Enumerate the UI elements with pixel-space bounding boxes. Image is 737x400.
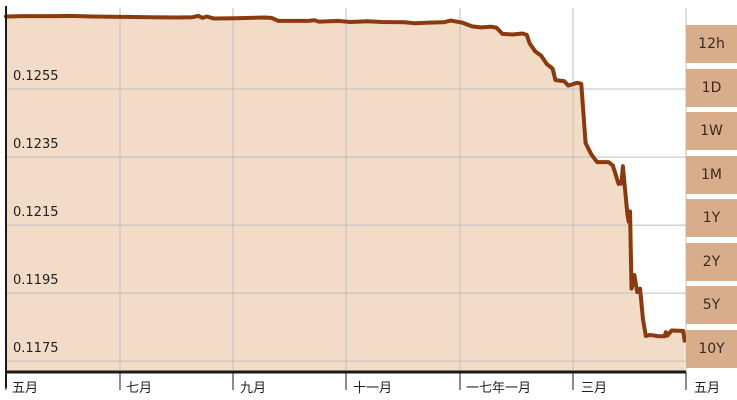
range-button-1y[interactable]: 1Y — [686, 199, 737, 237]
area-fill-layer — [6, 15, 685, 372]
series-line-layer — [4, 13, 687, 343]
range-button-1m[interactable]: 1M — [686, 155, 737, 194]
x-tick-label: 三月 — [581, 381, 607, 396]
range-button-1w[interactable]: 1W — [686, 112, 737, 150]
range-button-5y[interactable]: 5Y — [686, 286, 737, 324]
y-tick-label: 0.1215 — [13, 205, 59, 220]
range-button-2y[interactable]: 2Y — [686, 242, 737, 281]
range-button-1d[interactable]: 1D — [686, 68, 737, 107]
y-tick-label: 0.1255 — [13, 69, 59, 84]
range-button-12h[interactable]: 12h — [686, 25, 737, 63]
series-line — [4, 13, 687, 343]
y-tick-label: 0.1235 — [13, 137, 59, 152]
x-tick-label: 九月 — [240, 381, 266, 396]
y-tick-label: 0.1175 — [13, 341, 59, 356]
x-tick-labels: 五月 七月 九月 十一月 一七年一月 三月 五月 — [12, 381, 720, 396]
x-tick-label: 十一月 — [353, 381, 392, 396]
y-tick-label: 0.1195 — [13, 273, 59, 288]
y-tick-labels: 0.1255 0.1235 0.1215 0.1195 0.1175 — [13, 69, 59, 356]
range-button-10y[interactable]: 10Y — [686, 329, 737, 368]
x-tick-label: 五月 — [12, 381, 38, 396]
x-tick-label: 一七年一月 — [466, 381, 531, 396]
axis-layer — [5, 6, 687, 390]
x-tick-label: 七月 — [126, 381, 152, 396]
area-fill — [6, 15, 685, 372]
x-tick-label: 五月 — [694, 381, 720, 396]
